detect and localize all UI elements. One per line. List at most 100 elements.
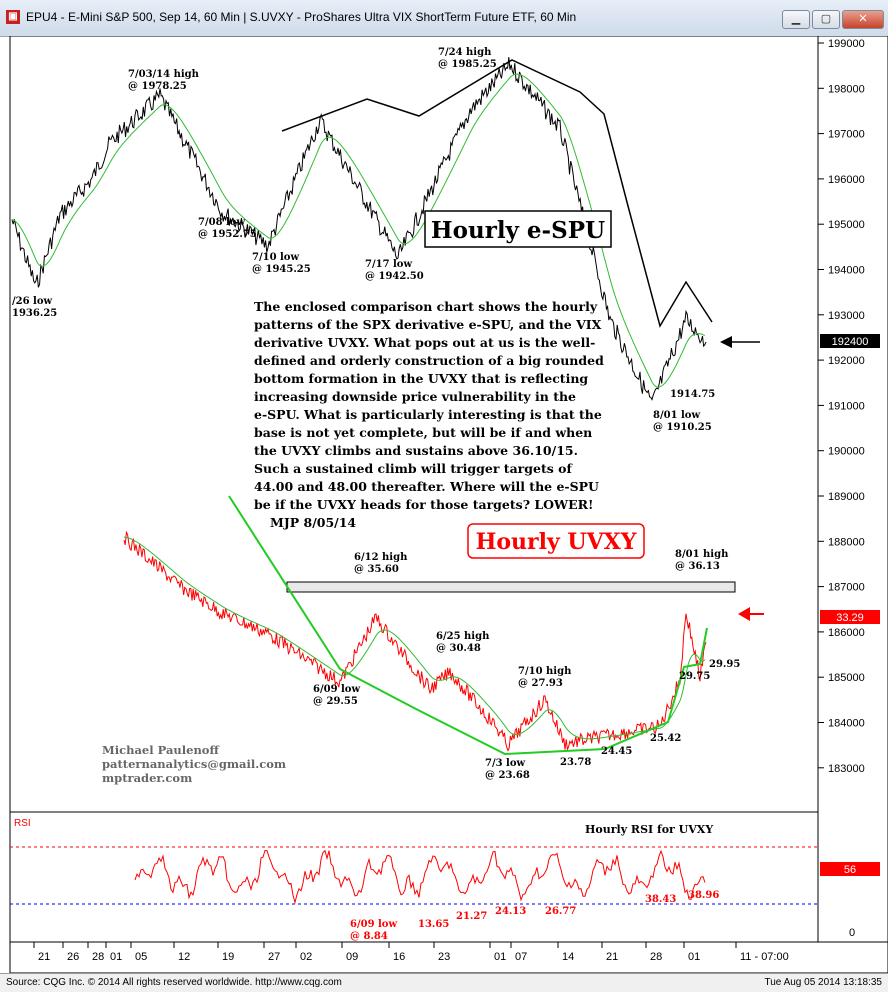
espu-title: Hourly e-SPU bbox=[431, 217, 605, 244]
x-tick-label: 27 bbox=[268, 951, 280, 963]
commentary-line: The enclosed comparison chart shows the … bbox=[254, 299, 598, 314]
time-axis bbox=[9, 941, 888, 973]
commentary-line: base is not yet complete, but will be if… bbox=[254, 425, 592, 440]
rsi-annotation: 24.13 bbox=[495, 906, 526, 917]
x-axis-ticks: 21 26 28 01 05 12 19 27 02 09 16 23 01 07 14 21 28 01 11 -… bbox=[33, 942, 789, 963]
y-tick-label: 186000 bbox=[828, 627, 865, 639]
uvxy-annotations: 6/12 high @ 35.60 6/25 high @ 30.48 6/09… bbox=[313, 549, 740, 781]
y-tick-label: 191000 bbox=[828, 400, 865, 412]
annotation-label: 1936.25 bbox=[12, 308, 57, 319]
commentary-text: The enclosed comparison chart shows the … bbox=[254, 299, 604, 530]
annotation-label: 7/24 high bbox=[438, 47, 492, 58]
uvxy-rounded-bottom-line bbox=[228, 495, 708, 756]
uvxy-moving-average bbox=[123, 536, 706, 740]
close-icon[interactable]: ✕ bbox=[842, 10, 884, 29]
commentary-line: 44.00 and 48.00 thereafter. Where will t… bbox=[254, 479, 599, 494]
espu-series-line bbox=[11, 57, 707, 401]
uvxy-title: Hourly UVXY bbox=[476, 529, 637, 555]
y-tick-label: 187000 bbox=[828, 582, 865, 594]
y-tick-label: 188000 bbox=[828, 536, 865, 548]
x-tick-label: 23 bbox=[438, 951, 450, 963]
y-tick-label: 184000 bbox=[828, 718, 865, 730]
y-tick-label: 190000 bbox=[828, 446, 865, 458]
y-tick-label: 195000 bbox=[828, 219, 865, 231]
espu-price-arrow bbox=[720, 336, 760, 348]
espu-price-tag-label: 192400 bbox=[832, 336, 869, 348]
x-tick-label: 02 bbox=[300, 951, 312, 963]
status-timestamp: Tue Aug 05 2014 13:18:35 bbox=[764, 977, 882, 988]
annotation-label: 7/17 low bbox=[365, 259, 412, 270]
x-tick-label: 28 bbox=[650, 951, 662, 963]
annotation-label: @ 23.68 bbox=[485, 770, 530, 781]
x-tick-label: 28 bbox=[92, 951, 104, 963]
uvxy-price-arrow bbox=[738, 607, 764, 621]
espu-title-box bbox=[424, 210, 612, 248]
commentary-line: defined and orderly construction of a bi… bbox=[254, 353, 604, 368]
annotation-label: 29.75 bbox=[679, 671, 710, 682]
x-tick-label: 19 bbox=[222, 951, 234, 963]
commentary-line: e-SPU. What is particularly interesting … bbox=[254, 407, 602, 422]
annotation-label: @ 1985.25 bbox=[438, 59, 497, 70]
annotation-label: 23.78 bbox=[560, 757, 591, 768]
annotation-label: 29.95 bbox=[709, 659, 740, 670]
annotation-label: 1914.75 bbox=[670, 389, 715, 400]
y-tick-label: 192000 bbox=[828, 355, 865, 367]
y-tick-label: 183000 bbox=[828, 763, 865, 775]
espu-price-tag bbox=[820, 334, 880, 348]
annotation-label: 7/03/14 high bbox=[128, 69, 200, 80]
annotation-label: @ 29.55 bbox=[313, 696, 358, 707]
uvxy-series-line bbox=[123, 530, 707, 752]
rsi-annotation: 38.96 bbox=[688, 890, 719, 901]
price-axis bbox=[817, 36, 888, 943]
window-titlebar: ▣ EPU4 - E-Mini S&P 500, Sep 14, 60 Min … bbox=[0, 0, 888, 37]
rsi-title: Hourly RSI for UVXY bbox=[585, 823, 713, 836]
x-tick-label: 26 bbox=[67, 951, 79, 963]
rsi-annotation: 38.43 bbox=[645, 894, 676, 905]
espu-trendline bbox=[281, 59, 713, 328]
annotation-label: 7/10 low bbox=[252, 252, 299, 263]
minimize-icon[interactable]: ▁ bbox=[782, 10, 810, 29]
annotation-label: 8/01 low bbox=[653, 410, 700, 421]
x-tick-label: 05 bbox=[135, 951, 147, 963]
y-tick-label: 199000 bbox=[828, 38, 865, 50]
espu-annotations: 7/03/14 high @ 1978.25 7/24 high @ 1985.… bbox=[12, 47, 715, 433]
y-tick-label: 189000 bbox=[828, 491, 865, 503]
x-tick-label: 09 bbox=[346, 951, 358, 963]
commentary-line: MJP 8/05/14 bbox=[270, 515, 356, 530]
maximize-icon[interactable]: ▢ bbox=[812, 10, 840, 29]
rsi-value-label: 56 bbox=[844, 864, 856, 876]
x-tick-label: 21 bbox=[38, 951, 50, 963]
rsi-annotation: 13.65 bbox=[418, 919, 449, 930]
rsi-label: RSI bbox=[14, 818, 31, 829]
commentary-line: Such a sustained climb will trigger targ… bbox=[254, 461, 573, 476]
rsi-value-tag bbox=[820, 862, 880, 876]
x-tick-label: 14 bbox=[562, 951, 574, 963]
y-tick-label: 196000 bbox=[828, 174, 865, 186]
x-tick-label: 12 bbox=[178, 951, 190, 963]
x-tick-label: 01 bbox=[494, 951, 506, 963]
chart: 199000 198000 197000 196000 195000 194000 1930… bbox=[9, 36, 888, 973]
rsi-annotation: 21.27 bbox=[456, 911, 487, 922]
commentary-line: derivative UVXY. What pops out at us is … bbox=[254, 335, 595, 350]
annotation-label: 7/3 low bbox=[485, 758, 526, 769]
rsi-annotation: @ 8.84 bbox=[350, 931, 388, 942]
uvxy-price-tag bbox=[820, 610, 880, 624]
annotation-label: 25.42 bbox=[650, 733, 681, 744]
x-tick-label: 21 bbox=[606, 951, 618, 963]
annotation-label: @ 1952.75 bbox=[198, 229, 257, 240]
y-tick-label: 198000 bbox=[828, 83, 865, 95]
y-tick-label: 193000 bbox=[828, 310, 865, 322]
commentary-line: patterns of the SPX derivative e-SPU, an… bbox=[254, 317, 602, 332]
annotation-label: @ 1945.25 bbox=[252, 264, 311, 275]
annotation-label: @ 1910.25 bbox=[653, 422, 712, 433]
uvxy-price-tag-label: 33.29 bbox=[836, 612, 864, 624]
x-tick-label: 16 bbox=[393, 951, 405, 963]
resistance-zone bbox=[286, 581, 736, 593]
annotation-label: @ 27.93 bbox=[518, 678, 563, 689]
status-source: Source: CQG Inc. © 2014 All rights reser… bbox=[6, 977, 342, 988]
annotation-label: @ 36.13 bbox=[675, 561, 720, 572]
rsi-annotation: 26.77 bbox=[545, 906, 576, 917]
annotation-label: @ 30.48 bbox=[436, 643, 481, 654]
signature-line: mptrader.com bbox=[102, 771, 192, 785]
annotation-label: 24.45 bbox=[601, 746, 632, 757]
